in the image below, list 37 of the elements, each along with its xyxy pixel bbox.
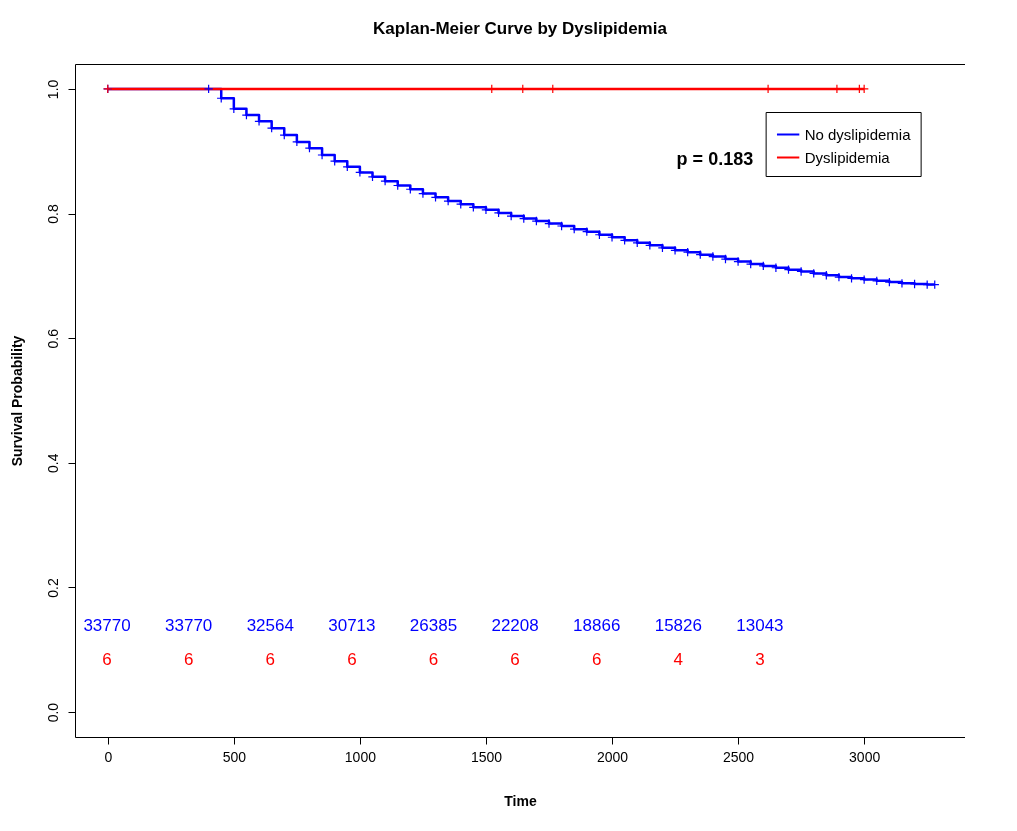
legend-label: No dyslipidemia xyxy=(804,125,912,143)
x-tick-label: 0 xyxy=(104,748,113,765)
y-tick-label: 0.4 xyxy=(44,453,61,474)
annotation: 3 xyxy=(755,649,765,669)
x-tick-label: 2500 xyxy=(723,748,755,765)
annotation: 26385 xyxy=(409,615,458,635)
y-tick-label: 0.0 xyxy=(44,702,61,723)
x-tick-label: 3000 xyxy=(849,748,881,765)
y-tick-label: 0.2 xyxy=(44,578,61,598)
y-tick-label: 0.6 xyxy=(44,328,61,349)
annotation: 6 xyxy=(428,649,439,669)
annotation: 32564 xyxy=(246,615,294,635)
y-tick-label: 0.8 xyxy=(44,204,61,224)
y-tick-label: 1.0 xyxy=(44,79,61,100)
annotation: 18866 xyxy=(573,615,621,635)
annotation: 15826 xyxy=(654,615,702,635)
annotation: 33770 xyxy=(83,615,131,635)
annotation: 6 xyxy=(591,649,602,669)
x-tick-label: 1500 xyxy=(470,748,503,765)
legend-label: Dyslipidemia xyxy=(804,148,891,166)
annotation: 6 xyxy=(102,649,112,669)
annotation: 22208 xyxy=(491,615,539,635)
chart-title: Kaplan-Meier Curve by Dyslipidemia xyxy=(373,19,668,38)
annotation: p = 0.183 xyxy=(676,149,754,169)
x-tick-label: 2000 xyxy=(596,748,629,765)
annotation: 6 xyxy=(510,649,520,669)
x-tick-label: 500 xyxy=(222,748,247,765)
annotation: 6 xyxy=(183,649,194,669)
annotation: 4 xyxy=(673,649,684,669)
x-axis-title: Time xyxy=(504,792,537,809)
annotation: 33770 xyxy=(165,615,213,635)
annotation: 13043 xyxy=(736,615,784,635)
annotation: 6 xyxy=(265,649,275,669)
annotation: 6 xyxy=(347,649,357,669)
x-tick-label: 1000 xyxy=(344,748,377,765)
annotation: 30713 xyxy=(328,615,376,635)
y-axis-title: Survival Probability xyxy=(8,335,25,467)
